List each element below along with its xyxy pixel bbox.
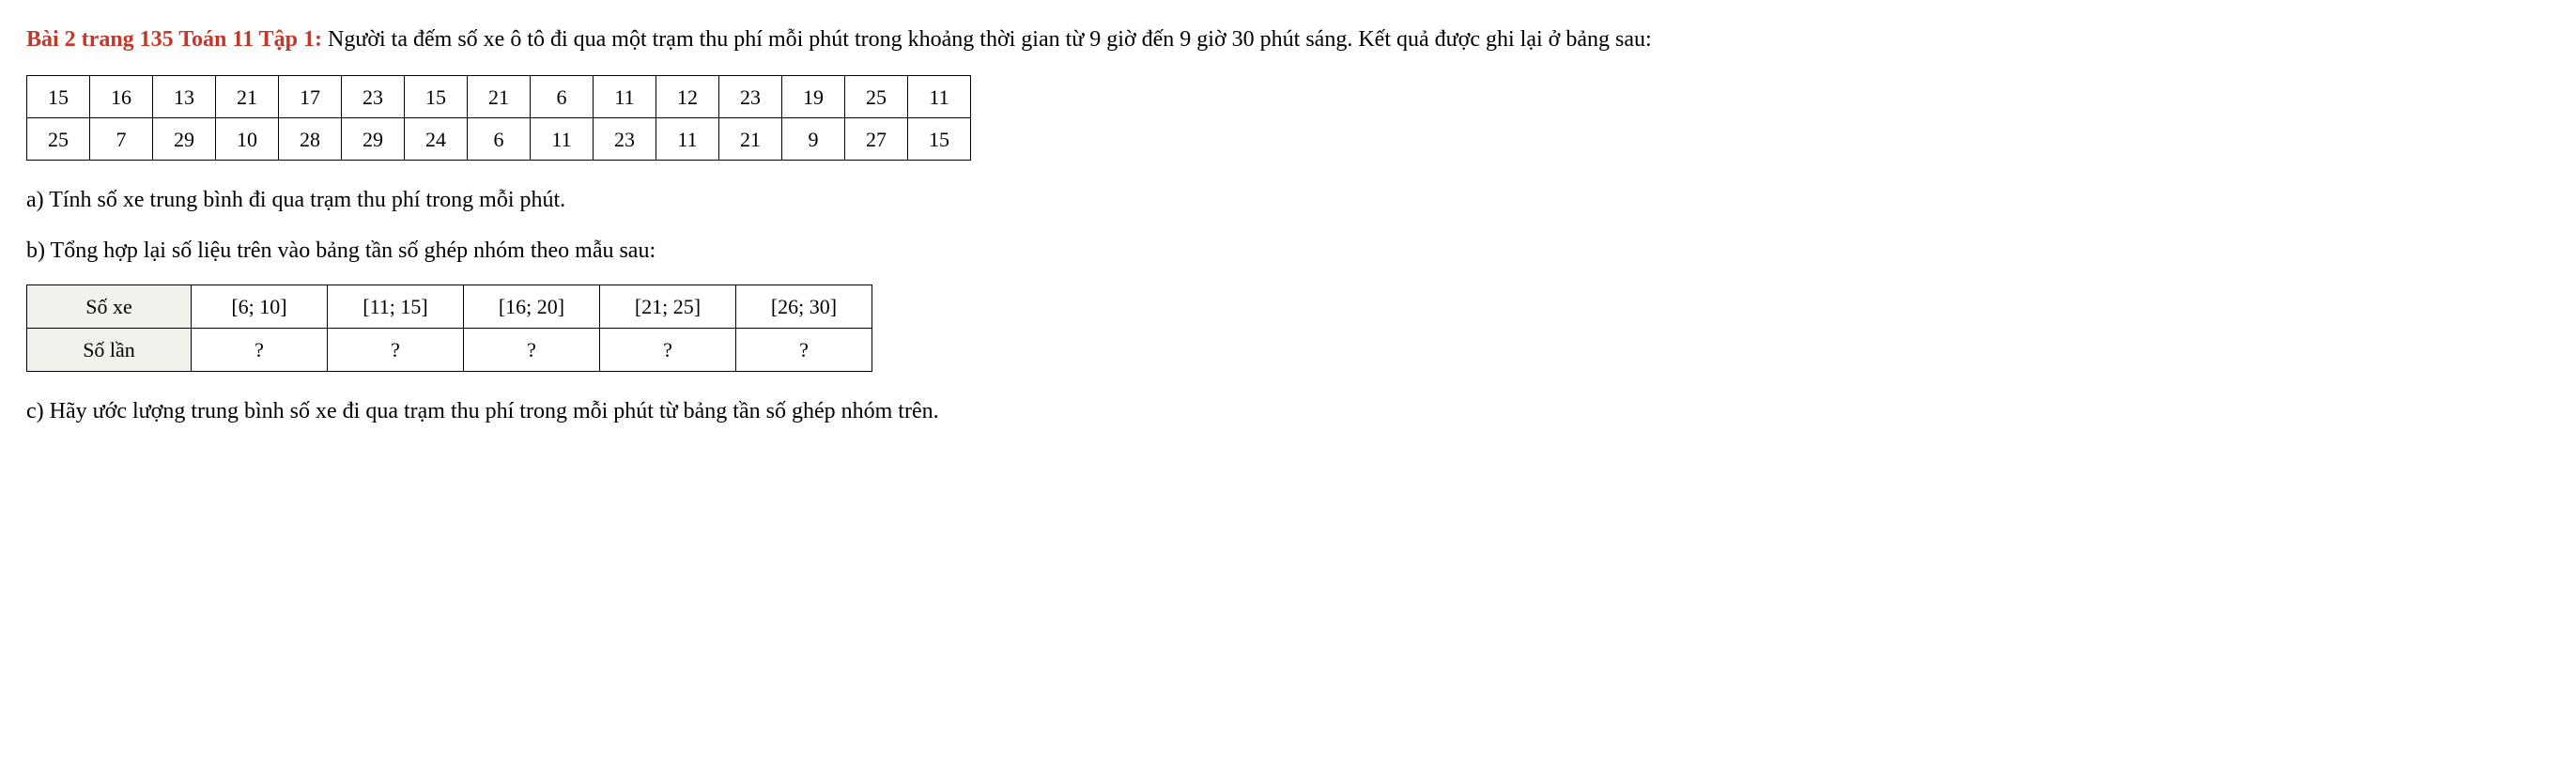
data-cell: 25 bbox=[845, 76, 908, 118]
data-cell: 23 bbox=[594, 118, 656, 161]
freq-header-solan: Số lần bbox=[27, 329, 192, 372]
data-cell: 11 bbox=[594, 76, 656, 118]
data-cell: 15 bbox=[405, 76, 468, 118]
data-cell: 25 bbox=[27, 118, 90, 161]
data-cell: 9 bbox=[782, 118, 845, 161]
freq-header-soxe: Số xe bbox=[27, 285, 192, 329]
freq-cell: ? bbox=[600, 329, 736, 372]
data-cell: 10 bbox=[216, 118, 279, 161]
data-cell: 21 bbox=[719, 118, 782, 161]
data-cell: 24 bbox=[405, 118, 468, 161]
question-b: b) Tổng hợp lại số liệu trên vào bảng tầ… bbox=[26, 234, 2550, 268]
data-cell: 12 bbox=[656, 76, 719, 118]
data-cell: 11 bbox=[656, 118, 719, 161]
problem-text: Người ta đếm số xe ô tô đi qua một trạm … bbox=[322, 27, 1652, 52]
data-cell: 7 bbox=[90, 118, 153, 161]
freq-cell: ? bbox=[328, 329, 464, 372]
data-cell: 11 bbox=[908, 76, 971, 118]
table-row: 15 16 13 21 17 23 15 21 6 11 12 23 19 25… bbox=[27, 76, 971, 118]
data-cell: 23 bbox=[342, 76, 405, 118]
data-cell: 19 bbox=[782, 76, 845, 118]
freq-cell: ? bbox=[736, 329, 872, 372]
data-cell: 15 bbox=[27, 76, 90, 118]
data-cell: 15 bbox=[908, 118, 971, 161]
freq-cell: [21; 25] bbox=[600, 285, 736, 329]
data-cell: 11 bbox=[531, 118, 594, 161]
freq-cell: [26; 30] bbox=[736, 285, 872, 329]
data-cell: 29 bbox=[153, 118, 216, 161]
data-cell: 6 bbox=[468, 118, 531, 161]
data-cell: 16 bbox=[90, 76, 153, 118]
question-c: c) Hãy ước lượng trung bình số xe đi qua… bbox=[26, 394, 2550, 428]
freq-cell: [16; 20] bbox=[464, 285, 600, 329]
data-cell: 21 bbox=[216, 76, 279, 118]
freq-cell: [11; 15] bbox=[328, 285, 464, 329]
table-row: Số lần ? ? ? ? ? bbox=[27, 329, 872, 372]
data-cell: 13 bbox=[153, 76, 216, 118]
data-cell: 21 bbox=[468, 76, 531, 118]
freq-cell: ? bbox=[464, 329, 600, 372]
data-cell: 27 bbox=[845, 118, 908, 161]
data-cell: 6 bbox=[531, 76, 594, 118]
data-cell: 23 bbox=[719, 76, 782, 118]
data-cell: 29 bbox=[342, 118, 405, 161]
data-cell: 17 bbox=[279, 76, 342, 118]
table-row: Số xe [6; 10] [11; 15] [16; 20] [21; 25]… bbox=[27, 285, 872, 329]
freq-cell: [6; 10] bbox=[192, 285, 328, 329]
question-a: a) Tính số xe trung bình đi qua trạm thu… bbox=[26, 183, 2550, 217]
frequency-table: Số xe [6; 10] [11; 15] [16; 20] [21; 25]… bbox=[26, 285, 872, 372]
table-row: 25 7 29 10 28 29 24 6 11 23 11 21 9 27 1… bbox=[27, 118, 971, 161]
problem-intro: Bài 2 trang 135 Toán 11 Tập 1: Người ta … bbox=[26, 23, 2550, 56]
data-cell: 28 bbox=[279, 118, 342, 161]
problem-label: Bài 2 trang 135 Toán 11 Tập 1: bbox=[26, 27, 322, 52]
freq-cell: ? bbox=[192, 329, 328, 372]
data-table: 15 16 13 21 17 23 15 21 6 11 12 23 19 25… bbox=[26, 75, 971, 161]
